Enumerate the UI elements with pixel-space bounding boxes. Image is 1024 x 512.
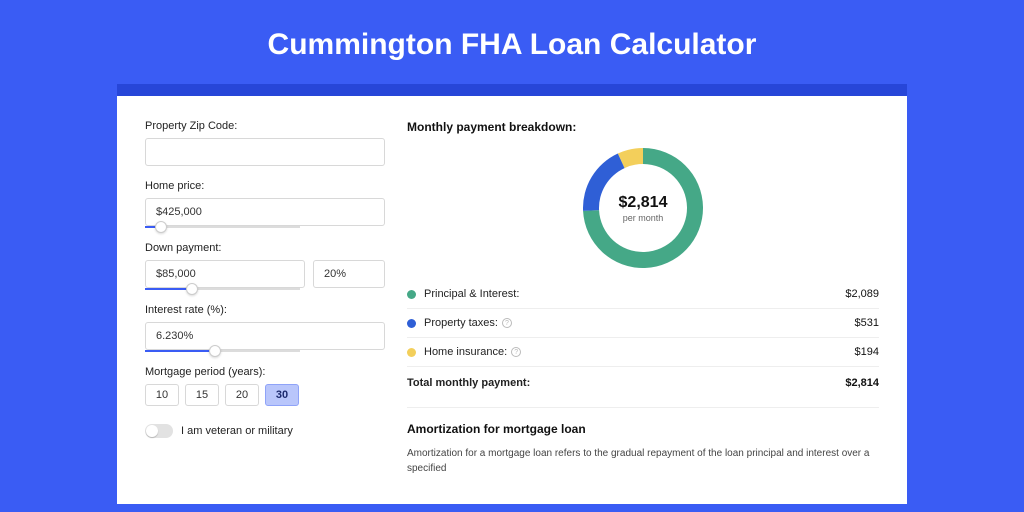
amortization-section: Amortization for mortgage loan Amortizat… xyxy=(407,407,879,476)
interest-rate-slider[interactable] xyxy=(145,350,300,352)
legend-value: $2,089 xyxy=(845,288,879,300)
period-option-30[interactable]: 30 xyxy=(265,384,299,406)
veteran-toggle-row: I am veteran or military xyxy=(145,424,385,438)
down-payment-field: Down payment: xyxy=(145,242,385,290)
donut-sub: per month xyxy=(623,213,664,223)
down-payment-input[interactable] xyxy=(145,260,305,288)
legend-label: Principal & Interest: xyxy=(424,288,519,300)
total-value: $2,814 xyxy=(845,377,879,389)
interest-rate-field: Interest rate (%): xyxy=(145,304,385,352)
legend-value: $194 xyxy=(855,346,879,358)
legend-label: Property taxes: xyxy=(424,317,498,329)
down-payment-label: Down payment: xyxy=(145,242,385,254)
mortgage-period-field: Mortgage period (years): 10 15 20 30 xyxy=(145,366,385,406)
total-row: Total monthly payment: $2,814 xyxy=(407,367,879,401)
donut-chart: $2,814 per month xyxy=(583,148,703,268)
legend-dot-icon xyxy=(407,290,416,299)
veteran-label: I am veteran or military xyxy=(181,425,293,437)
period-option-15[interactable]: 15 xyxy=(185,384,219,406)
help-icon[interactable]: ? xyxy=(502,318,512,328)
legend-value: $531 xyxy=(855,317,879,329)
mortgage-period-label: Mortgage period (years): xyxy=(145,366,385,378)
legend-row: Home insurance:? $194 xyxy=(407,338,879,367)
help-icon[interactable]: ? xyxy=(511,347,521,357)
legend-dot-icon xyxy=(407,348,416,357)
total-label: Total monthly payment: xyxy=(407,377,530,389)
form-panel: Property Zip Code: Home price: Down paym… xyxy=(145,120,385,504)
calculator-card: Property Zip Code: Home price: Down paym… xyxy=(117,84,907,504)
donut-chart-wrap: $2,814 per month xyxy=(407,144,879,280)
legend-row: Property taxes:? $531 xyxy=(407,309,879,338)
legend-dot-icon xyxy=(407,319,416,328)
page-title: Cummington FHA Loan Calculator xyxy=(0,0,1024,84)
toggle-knob xyxy=(146,425,158,437)
home-price-slider[interactable] xyxy=(145,226,300,228)
down-payment-slider[interactable] xyxy=(145,288,300,290)
period-option-10[interactable]: 10 xyxy=(145,384,179,406)
slider-thumb[interactable] xyxy=(209,345,221,357)
breakdown-title: Monthly payment breakdown: xyxy=(407,120,879,134)
home-price-field: Home price: xyxy=(145,180,385,228)
zip-input[interactable] xyxy=(145,138,385,166)
amortization-title: Amortization for mortgage loan xyxy=(407,422,879,436)
home-price-input[interactable] xyxy=(145,198,385,226)
zip-label: Property Zip Code: xyxy=(145,120,385,132)
home-price-label: Home price: xyxy=(145,180,385,192)
breakdown-panel: Monthly payment breakdown: $2,814 per mo… xyxy=(407,120,879,504)
donut-amount: $2,814 xyxy=(619,194,668,212)
zip-field: Property Zip Code: xyxy=(145,120,385,166)
amortization-text: Amortization for a mortgage loan refers … xyxy=(407,446,879,476)
slider-thumb[interactable] xyxy=(186,283,198,295)
legend-row: Principal & Interest: $2,089 xyxy=(407,280,879,309)
period-option-20[interactable]: 20 xyxy=(225,384,259,406)
interest-rate-input[interactable] xyxy=(145,322,385,350)
veteran-toggle[interactable] xyxy=(145,424,173,438)
legend-label: Home insurance: xyxy=(424,346,507,358)
slider-thumb[interactable] xyxy=(155,221,167,233)
interest-rate-label: Interest rate (%): xyxy=(145,304,385,316)
down-payment-pct-input[interactable] xyxy=(313,260,385,288)
